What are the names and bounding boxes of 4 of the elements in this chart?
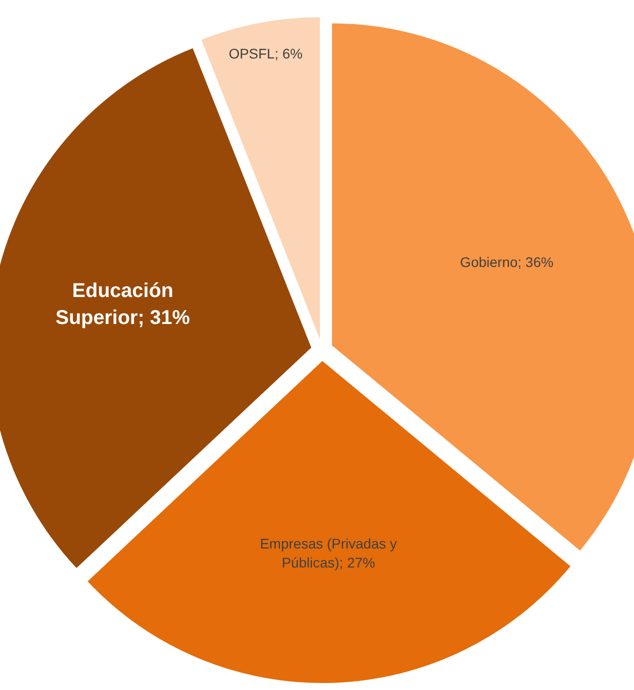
data-label: Empresas (Privadas y Públicas); 27% [260,535,397,570]
data-label: Educación Superior; 31% [55,280,190,330]
data-label: OPSFL; 6% [228,45,303,62]
data-label: Gobierno; 36% [460,254,554,270]
